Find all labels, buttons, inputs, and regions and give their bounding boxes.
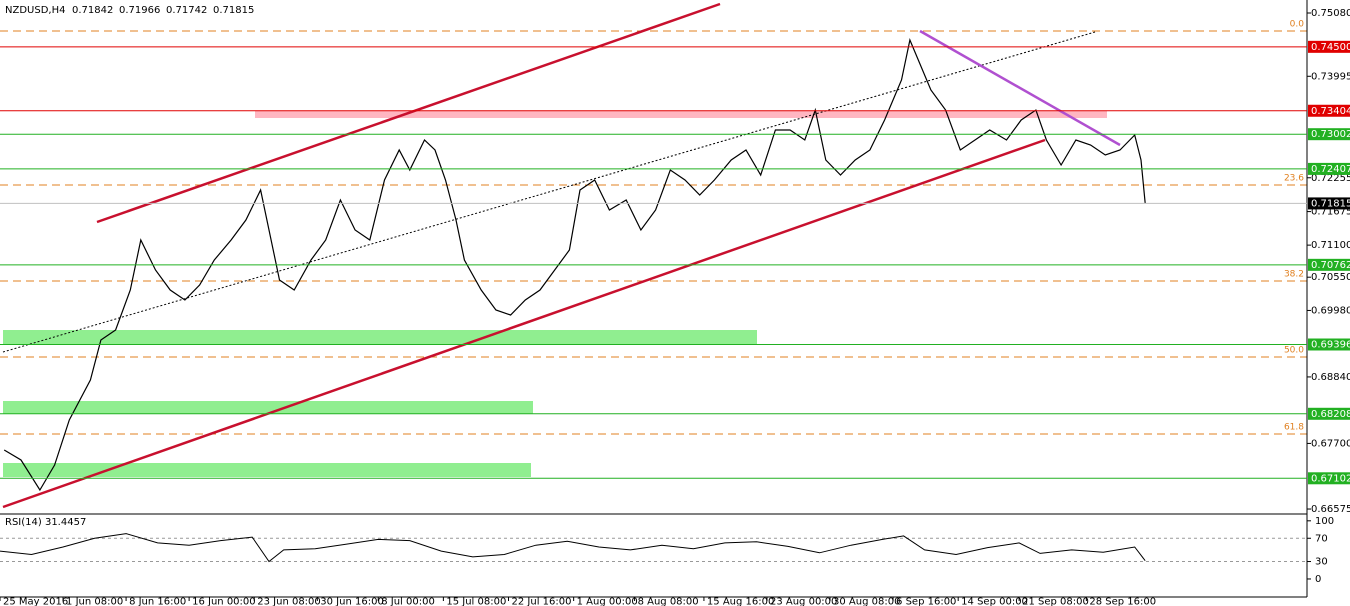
y-tick-label: 0.69980 [1311, 305, 1350, 316]
x-tick-label: 16 Jun 00:00 [192, 597, 256, 606]
x-tick-label: 8 Aug 08:00 [638, 597, 699, 606]
price-line [3, 37, 1146, 492]
x-tick-label: 30 Aug 08:00 [833, 597, 900, 606]
level-label: 0.71815 [1311, 198, 1350, 209]
zones [3, 111, 1107, 477]
y-tick-label: 0.70550 [1311, 272, 1350, 283]
channel-upper [96, 2, 721, 224]
fib-label: 61.8 [1284, 423, 1304, 433]
x-tick-label: 28 Sep 16:00 [1089, 597, 1156, 606]
channel-lower [2, 138, 1046, 509]
x-tick-label: 14 Sep 00:00 [961, 597, 1028, 606]
rsi-tick-label: 100 [1315, 516, 1334, 527]
x-tick-label: 23 Aug 00:00 [770, 597, 837, 606]
header-value: 0.71966 [119, 5, 160, 16]
level-box [1308, 162, 1350, 175]
y-tick-label: 0.68840 [1311, 372, 1350, 383]
level-label: 0.72407 [1311, 164, 1350, 175]
level-label: 0.68208 [1311, 409, 1350, 420]
level-box [1308, 472, 1350, 485]
support-zone [3, 463, 531, 477]
fib-label: 0.0 [1290, 20, 1305, 30]
header-value: 0.71742 [166, 5, 207, 16]
y-tick-label: 0.72255 [1311, 173, 1350, 184]
levels: 0.0 23.6 38.2 50.0 61.8 [0, 20, 1307, 435]
level-label: 0.67102 [1311, 473, 1350, 484]
header-values: 0.71842 0.71966 0.71742 0.71815 [72, 5, 254, 16]
channel-mid [2, 31, 1096, 353]
level-box [1308, 40, 1350, 53]
rsi-tick-label: 70 [1315, 533, 1328, 544]
price-panel [3, 37, 1146, 492]
y-tick-label: 0.71675 [1311, 207, 1350, 218]
x-tick-label: 22 Jul 16:00 [512, 597, 572, 606]
fib-label: 38.2 [1284, 269, 1304, 279]
x-tick-label: 8 Jun 16:00 [129, 597, 186, 606]
x-tick-label: 30 Jun 16:00 [320, 597, 384, 606]
level-label: 0.73404 [1311, 106, 1350, 117]
level-label: 0.73002 [1311, 129, 1350, 140]
x-tick-label: 23 Jun 08:00 [257, 597, 321, 606]
rsi-line [0, 533, 1146, 563]
level-box [1308, 407, 1350, 420]
x-tick-label: 15 Aug 16:00 [707, 597, 774, 606]
trend-lines [2, 2, 1121, 509]
x-tick-label: 25 May 2016 [3, 597, 68, 606]
rsi-title: RSI(14) 31.4457 [5, 517, 86, 528]
support-zone [3, 330, 757, 344]
level-box [1308, 258, 1350, 271]
x-tick-label: 8 Jul 00:00 [381, 597, 435, 606]
y-tick-label: 0.73995 [1311, 71, 1350, 82]
level-box [1308, 128, 1350, 141]
level-box [1308, 104, 1350, 117]
y-tick-label: 0.75080 [1311, 8, 1350, 19]
header-value: 0.71815 [213, 5, 254, 16]
resistance-zone [255, 111, 1107, 118]
y-tick-label: 0.66575 [1311, 504, 1350, 515]
level-label: 0.74500 [1311, 42, 1350, 53]
level-box [1308, 197, 1350, 210]
y-tick-label: 0.67700 [1311, 438, 1350, 449]
fib-label: 50.0 [1284, 345, 1304, 355]
rsi-tick-label: 0 [1315, 574, 1321, 585]
level-box [1308, 338, 1350, 351]
fib-label: 23.6 [1284, 173, 1304, 183]
down-trend [919, 29, 1121, 147]
support-zone [3, 401, 533, 414]
x-tick-label: 15 Jul 08:00 [446, 597, 506, 606]
chart-title: NZDUSD,H4 [5, 5, 65, 16]
level-label: 0.70762 [1311, 260, 1350, 271]
header-value: 0.71842 [72, 5, 113, 16]
rsi-tick-label: 30 [1315, 557, 1328, 568]
x-tick-label: 21 Sep 08:00 [1022, 597, 1089, 606]
level-label: 0.69396 [1311, 340, 1350, 351]
y-tick-label: 0.71100 [1311, 240, 1350, 251]
x-tick-label: 1 Aug 00:00 [577, 597, 638, 606]
x-tick-label: 1 Jun 08:00 [66, 597, 123, 606]
x-tick-label: 6 Sep 16:00 [896, 597, 956, 606]
